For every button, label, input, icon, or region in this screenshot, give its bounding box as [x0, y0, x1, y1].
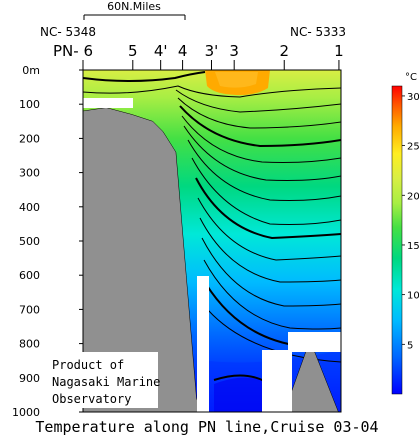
colorbar-tick-label: 25	[407, 142, 419, 153]
colorbar-ticks: 30 25 20 15 10 5	[402, 92, 419, 351]
station-label: 2	[279, 42, 289, 60]
station-label: 4'	[154, 42, 168, 60]
depth-tick-label: 200	[19, 132, 40, 145]
station-labels: PN- 6 5 4' 4 3' 3 2 1	[53, 42, 344, 70]
station-code-right: NC- 5333	[290, 25, 346, 39]
station-label: 1	[334, 42, 344, 60]
colorbar-tick-label: 5	[407, 340, 413, 351]
depth-tick-label: 700	[19, 303, 40, 316]
colorbar-tick-label: 20	[407, 191, 419, 202]
colorbar-unit: °C	[405, 72, 417, 83]
depth-tick-label: 800	[19, 338, 40, 351]
scale-bar-label: 60N.Miles	[107, 0, 161, 13]
depth-tick-label: 600	[19, 269, 40, 282]
colorbar-tick-label: 15	[407, 241, 419, 252]
observatory-note-line-2: Nagasaki Marine	[52, 375, 160, 389]
section-plot	[83, 70, 341, 412]
station-label: 3'	[205, 42, 219, 60]
station-label: 5	[128, 42, 138, 60]
cold-core	[214, 377, 266, 412]
no-data-trench	[197, 276, 209, 412]
bathymetry-right	[283, 339, 339, 412]
observatory-note-line-3: Observatory	[52, 392, 131, 406]
colorbar-tick-label: 10	[407, 291, 419, 302]
depth-tick-label: 400	[19, 201, 40, 214]
observatory-note: Product of Nagasaki Marine Observatory	[46, 352, 160, 408]
depth-tick-label: 300	[19, 167, 40, 180]
no-data-right-step	[262, 350, 292, 412]
station-label: PN- 6	[53, 42, 93, 60]
no-data-left-top	[83, 98, 133, 108]
depth-axis: 0m 100 200 300 400 500 600 700 800 900 1000	[12, 64, 83, 419]
depth-tick-label: 500	[19, 235, 40, 248]
warm-core-inner	[215, 72, 258, 88]
scale-bar: 60N.Miles	[83, 0, 186, 20]
depth-tick-label: 900	[19, 372, 40, 385]
no-data-right-top	[288, 332, 341, 352]
isotherms	[83, 71, 341, 383]
station-label: 4	[178, 42, 188, 60]
colorbar: °C 30 25 20 15 10 5	[391, 72, 419, 395]
depth-tick-label: 100	[19, 98, 40, 111]
depth-tick-label: 1000	[12, 406, 40, 419]
colorbar-scale	[391, 85, 403, 395]
station-code-left: NC- 5348	[40, 25, 96, 39]
chart-title: Temperature along PN line,Cruise 03-04	[35, 418, 378, 436]
observatory-note-line-1: Product of	[52, 358, 124, 372]
station-label: 3	[229, 42, 239, 60]
depth-tick-label: 0m	[22, 64, 40, 77]
colorbar-tick-label: 30	[407, 92, 419, 103]
